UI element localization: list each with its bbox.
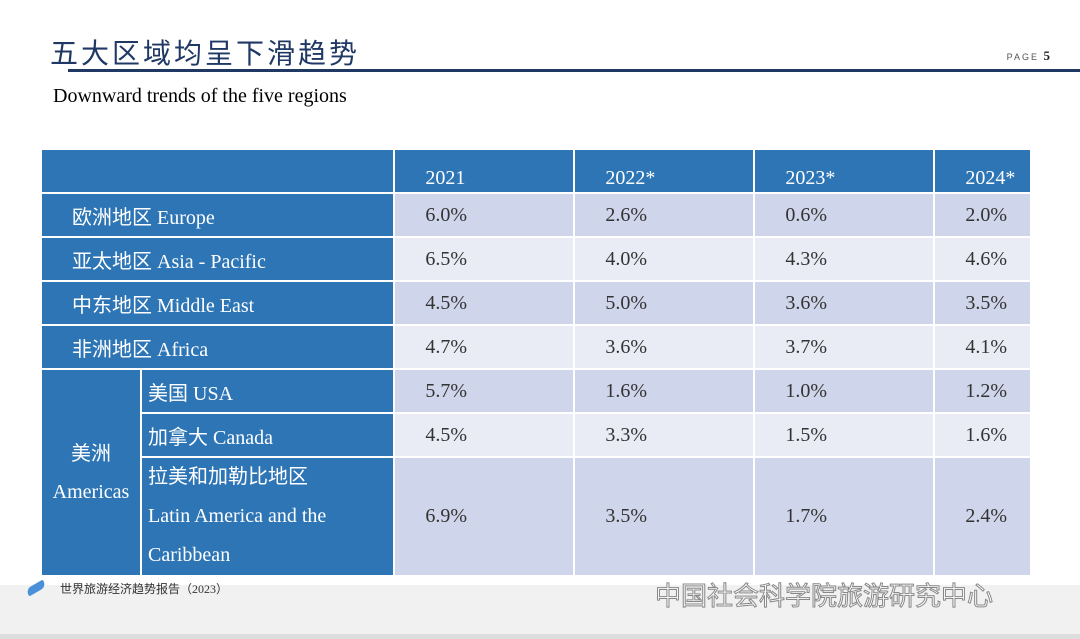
cell: 2.0%: [933, 192, 1032, 238]
column-header: 2024*: [933, 148, 1032, 194]
cell: 4.6%: [933, 236, 1032, 282]
cell: 6.5%: [393, 236, 576, 282]
cell: 1.5%: [753, 412, 936, 458]
watermark: 中国社会科学院旅游研究中心: [654, 582, 994, 613]
cell: 1.7%: [753, 456, 936, 577]
table-row: 非洲地区 Africa 4.7% 3.6% 3.7% 4.1%: [39, 324, 1032, 370]
page-label: PAGE: [1006, 52, 1039, 62]
cell: 3.7%: [753, 324, 936, 370]
cell: 5.0%: [573, 280, 756, 326]
page-number: 5: [1043, 48, 1052, 63]
cell: 1.6%: [933, 412, 1032, 458]
cell: 4.1%: [933, 324, 1032, 370]
row-label: 拉美和加勒比地区 Latin America and the Caribbean: [139, 456, 396, 577]
cell: 6.0%: [393, 192, 576, 238]
report-name: 世界旅游经济趋势报告（2023）: [60, 582, 229, 596]
subtitle: Downward trends of the five regions: [53, 85, 347, 107]
footer-band: [0, 585, 1080, 635]
cell: 1.0%: [753, 368, 936, 414]
cell: 0.6%: [753, 192, 936, 238]
row-label-cn: 拉美和加勒比地区: [148, 466, 308, 488]
cell: 4.7%: [393, 324, 576, 370]
cell: 3.6%: [573, 324, 756, 370]
cell: 2.4%: [933, 456, 1032, 577]
cell: 3.5%: [573, 456, 756, 577]
header-corner: [39, 148, 396, 194]
row-label: 美国 USA: [139, 368, 396, 414]
row-label-en: Caribbean: [148, 544, 231, 566]
cell: 4.5%: [393, 280, 576, 326]
column-header: 2022*: [573, 148, 756, 194]
cell: 4.3%: [753, 236, 936, 282]
table-header-row: 2021 2022* 2023* 2024*: [39, 148, 1032, 194]
row-label: 加拿大 Canada: [139, 412, 396, 458]
cell: 3.3%: [573, 412, 756, 458]
cell: 1.2%: [933, 368, 1032, 414]
title-divider: [68, 69, 1080, 72]
row-label: 亚太地区 Asia - Pacific: [39, 236, 396, 282]
table-row: 加拿大 Canada 4.5% 3.3% 1.5% 1.6%: [41, 412, 1032, 458]
page-title: 五大区域均呈下滑趋势: [50, 37, 361, 70]
cell: 2.6%: [573, 192, 756, 238]
row-label: 中东地区 Middle East: [39, 280, 396, 326]
row-label: 非洲地区 Africa: [39, 324, 396, 370]
column-header: 2023*: [753, 148, 936, 194]
row-label: 欧洲地区 Europe: [39, 192, 396, 238]
cell: 5.7%: [393, 368, 576, 414]
page-indicator: PAGE 5: [1007, 48, 1052, 64]
americas-label: 美洲 Americas: [40, 368, 142, 577]
growth-table: 2021 2022* 2023* 2024* 欧洲地区 Europe 6.0% …: [39, 148, 1032, 577]
cell: 3.6%: [753, 280, 936, 326]
table-row: 亚太地区 Asia - Pacific 6.5% 4.0% 4.3% 4.6%: [39, 236, 1032, 282]
cell: 1.6%: [573, 368, 756, 414]
table-row: 欧洲地区 Europe 6.0% 2.6% 0.6% 2.0%: [39, 192, 1032, 238]
table-row: 中东地区 Middle East 4.5% 5.0% 3.6% 3.5%: [39, 280, 1032, 326]
cell: 6.9%: [393, 456, 576, 577]
cell: 4.0%: [573, 236, 756, 282]
americas-label-cn: 美洲: [71, 442, 111, 465]
cell: 4.5%: [393, 412, 576, 458]
americas-label-en: Americas: [52, 480, 130, 503]
bottom-strip: [0, 634, 1080, 639]
column-header: 2021: [393, 148, 576, 194]
row-label-en: Latin America and the: [148, 505, 327, 527]
cell: 3.5%: [933, 280, 1032, 326]
table-row: 拉美和加勒比地区 Latin America and the Caribbean 6…: [41, 456, 1032, 577]
table-row: 美洲 Americas 美国 USA 5.7% 1.6% 1.0% 1.2%: [40, 368, 1032, 577]
